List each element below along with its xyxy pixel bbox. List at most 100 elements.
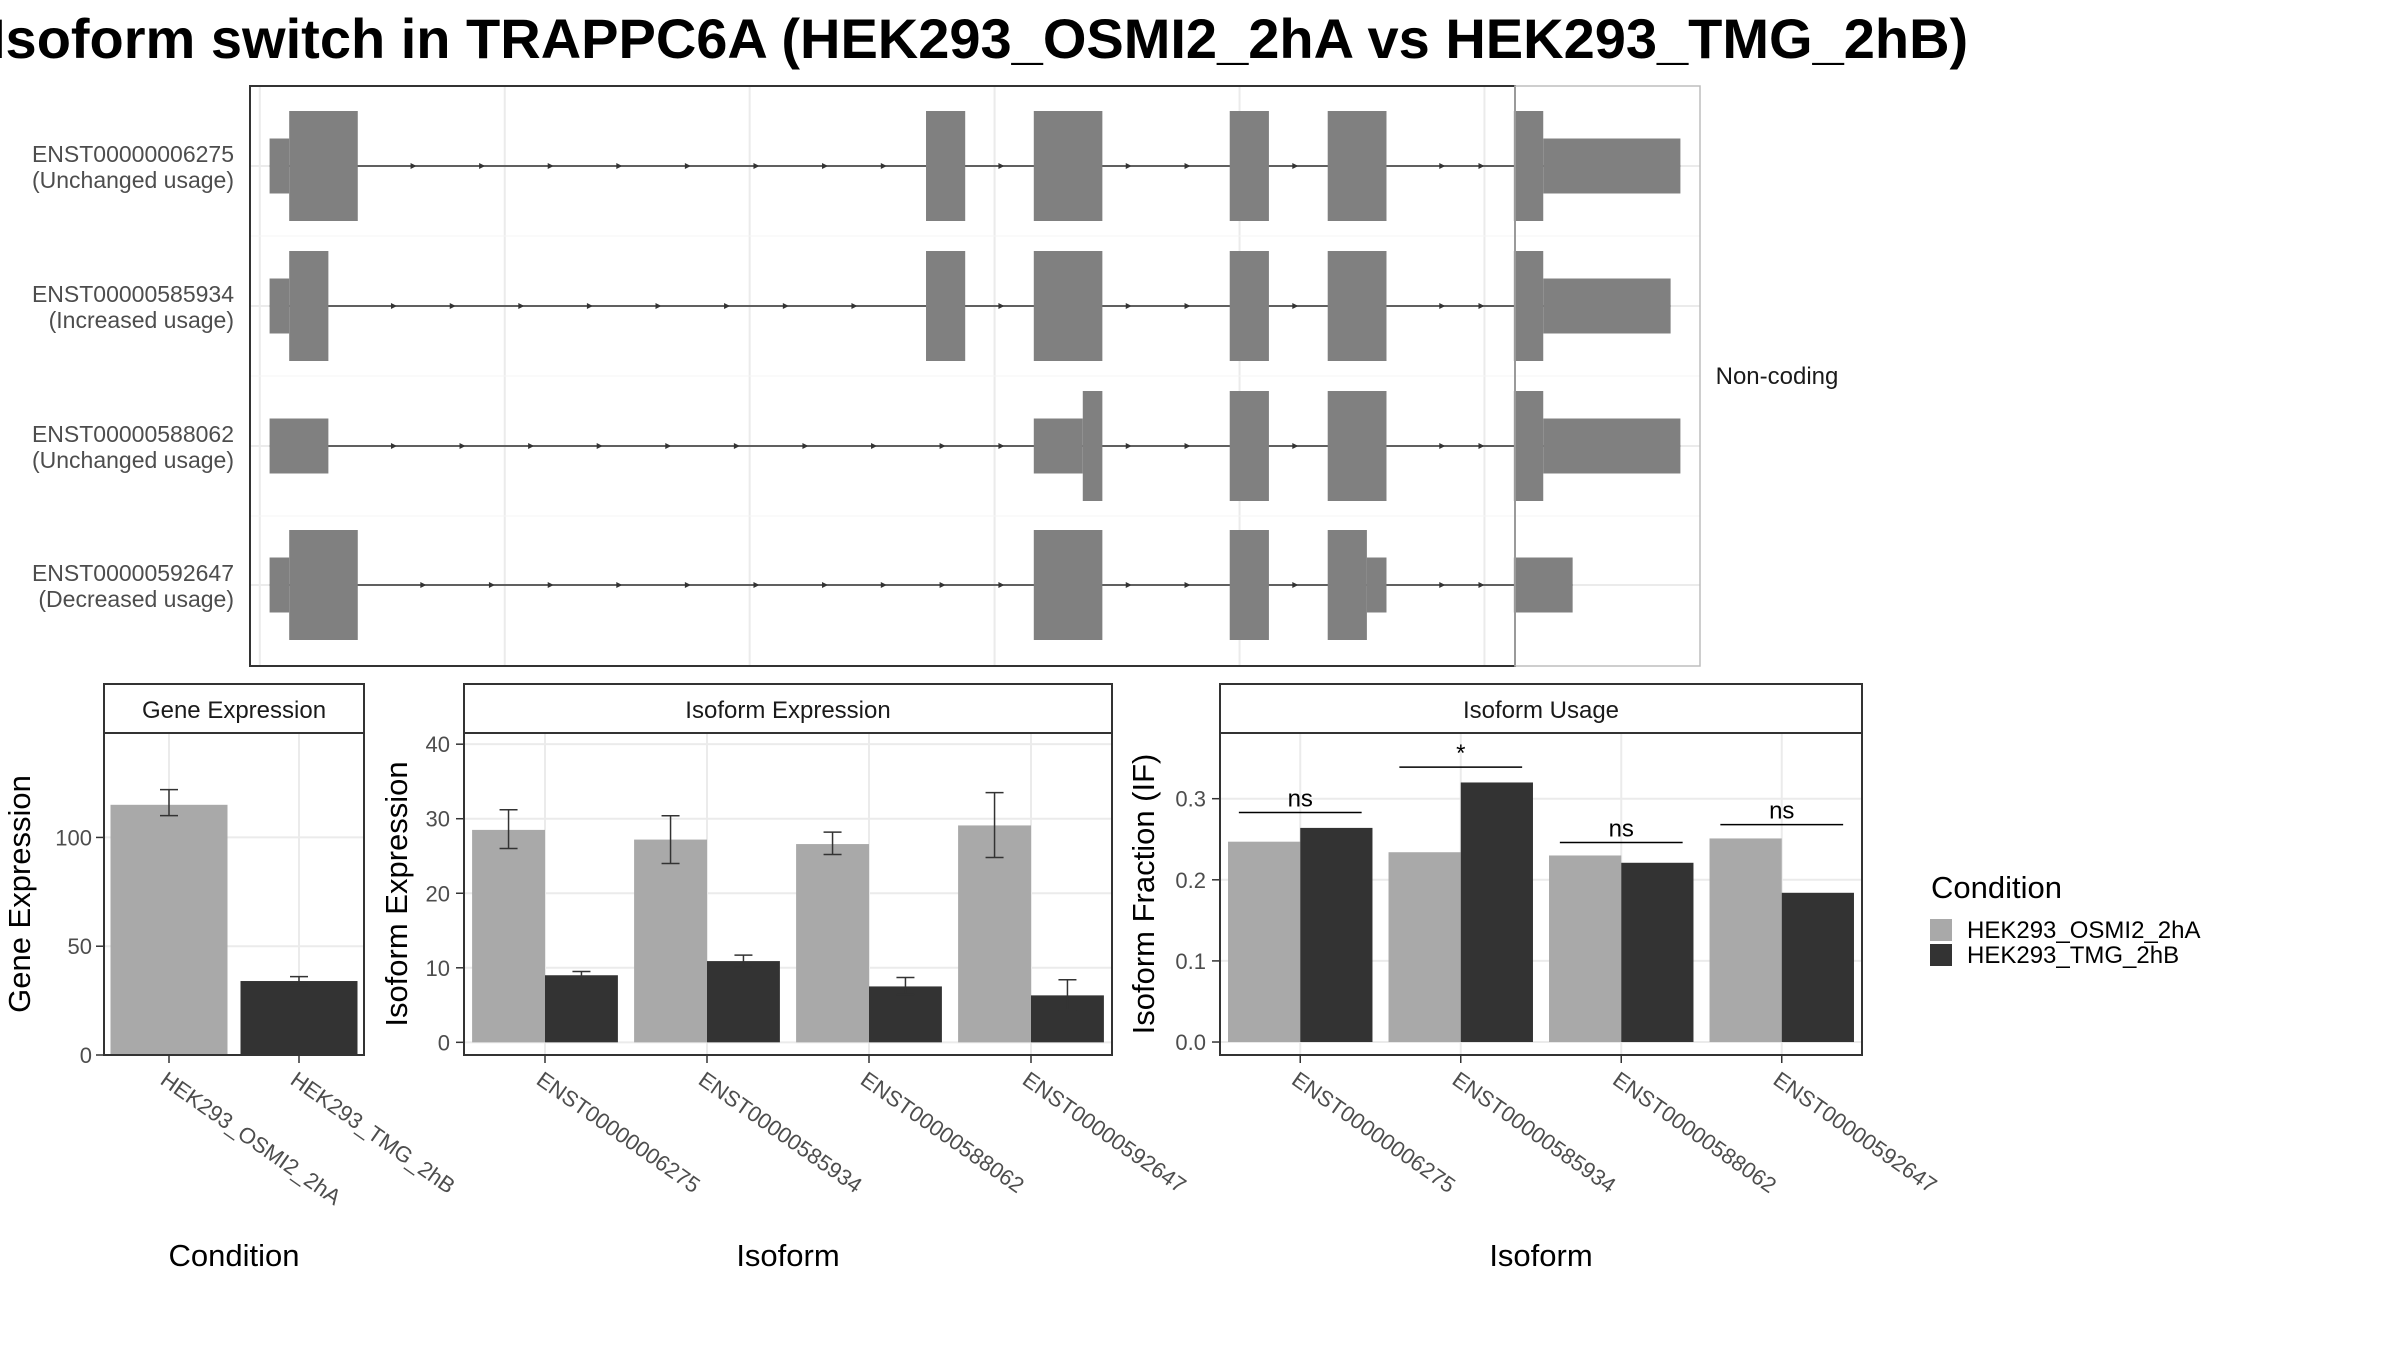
exon-block	[269, 138, 290, 194]
intron-arrow	[939, 582, 946, 588]
exon-block	[1513, 557, 1573, 613]
exon-block	[289, 111, 358, 221]
intron-arrow	[459, 443, 466, 449]
x-axis-title: Isoform	[736, 1238, 839, 1273]
bar	[240, 981, 358, 1055]
intron-arrow	[1292, 582, 1299, 588]
y-tick-label: 30	[426, 807, 450, 832]
isoform-usage-panel: 0.0 0.1 0.2 0.3 ENST00000006275ENST000005859…	[1126, 683, 1942, 1273]
intron-arrow	[449, 303, 456, 309]
intron-arrow	[684, 163, 691, 169]
isoform-expression-panel: 010203040ENST00000006275ENST00000585934E…	[379, 683, 1191, 1273]
gene-expression-panel: 050100HEK293_OSMI2_2hAHEK293_TMG_2hBGene…	[2, 683, 460, 1273]
intron-arrow	[1478, 303, 1485, 309]
significance-label: ns	[1288, 785, 1313, 812]
intron-arrow	[753, 163, 760, 169]
transcript-usage-label: (Increased usage)	[49, 307, 234, 333]
intron-arrow	[1125, 582, 1132, 588]
condition-legend: Condition HEK293_OSMI2_2hA HEK293_TMG_2h…	[1930, 870, 2200, 969]
intron-arrow	[998, 443, 1005, 449]
facet-strip	[1219, 683, 1863, 734]
intron-arrow	[1439, 163, 1446, 169]
bar	[869, 986, 942, 1043]
facet-label-noncoding: Non-coding	[1716, 363, 1839, 390]
bar	[1621, 862, 1694, 1043]
transcript-usage-label: (Unchanged usage)	[32, 447, 234, 473]
exon-block	[1513, 251, 1544, 361]
y-tick-label: 0.3	[1175, 787, 1206, 812]
bar	[545, 975, 618, 1043]
exon-block	[289, 251, 329, 361]
panel-title: Isoform Usage	[1463, 697, 1619, 724]
transcript-id-label: ENST00000592647	[32, 560, 234, 586]
intron-arrow	[1125, 303, 1132, 309]
y-tick-label: 20	[426, 881, 450, 906]
transcript-id-label: ENST00000588062	[32, 421, 234, 447]
intron-arrow	[782, 303, 789, 309]
exon-block	[1229, 530, 1269, 640]
bar	[796, 844, 869, 1043]
intron-arrow	[410, 163, 417, 169]
transcript-id-label: ENST00000006275	[32, 141, 234, 167]
facet-strip	[463, 683, 1113, 734]
bar	[1388, 852, 1461, 1043]
x-tick-label: ENST00000585934	[1448, 1067, 1621, 1198]
significance-label: *	[1456, 740, 1465, 767]
x-tick-label: ENST00000592647	[1769, 1067, 1942, 1198]
intron-arrow	[1184, 303, 1191, 309]
exon-block	[1327, 391, 1387, 501]
y-tick-label: 40	[426, 732, 450, 757]
intron-arrow	[880, 163, 887, 169]
exon-block	[1033, 111, 1103, 221]
intron-arrow	[939, 443, 946, 449]
y-tick-label: 0.1	[1175, 949, 1206, 974]
intron-arrow	[822, 163, 829, 169]
figure-title: Isoform switch in TRAPPC6A (HEK293_OSMI2…	[0, 7, 1968, 70]
intron-arrow	[1292, 163, 1299, 169]
x-tick-label: ENST00000588062	[856, 1067, 1029, 1198]
intron-arrow	[1478, 163, 1485, 169]
intron-arrow	[1478, 443, 1485, 449]
intron-arrow	[1292, 443, 1299, 449]
x-tick-label: ENST00000006275	[1287, 1067, 1460, 1198]
bar	[1460, 782, 1533, 1043]
intron-arrow	[1439, 582, 1446, 588]
intron-arrow	[390, 443, 397, 449]
exon-block	[1229, 111, 1269, 221]
y-axis-title: Isoform Expression	[379, 761, 414, 1026]
exon-block	[289, 530, 358, 640]
transcript-structure-panel: ENST00000006275(Unchanged usage)ENST0000…	[32, 85, 1839, 667]
legend-title: Condition	[1931, 870, 2062, 905]
transcript-facet-strip	[1514, 85, 1701, 667]
intron-arrow	[1292, 303, 1299, 309]
bar	[1549, 855, 1622, 1043]
intron-arrow	[724, 303, 731, 309]
intron-arrow	[420, 582, 427, 588]
y-axis-title: Isoform Fraction (IF)	[1126, 754, 1161, 1035]
y-tick-label: 0	[438, 1030, 450, 1055]
exon-block	[1033, 418, 1083, 474]
exon-block	[1543, 138, 1681, 194]
significance-label: ns	[1769, 798, 1794, 825]
intron-arrow	[684, 582, 691, 588]
exon-block	[1327, 530, 1367, 640]
intron-arrow	[616, 163, 623, 169]
intron-arrow	[390, 303, 397, 309]
bar	[634, 839, 707, 1043]
intron-arrow	[1125, 163, 1132, 169]
exon-block	[1229, 251, 1269, 361]
bar	[1709, 838, 1782, 1043]
transcript-usage-label: (Decreased usage)	[38, 586, 234, 612]
intron-arrow	[851, 303, 858, 309]
panel-title: Gene Expression	[142, 697, 326, 724]
intron-arrow	[998, 582, 1005, 588]
intron-arrow	[596, 443, 603, 449]
legend-swatch-tmg	[1930, 944, 1952, 966]
bar	[1781, 892, 1854, 1043]
bar	[1228, 841, 1301, 1043]
exon-block	[1543, 278, 1671, 334]
exon-block	[269, 278, 290, 334]
intron-arrow	[616, 582, 623, 588]
facet-strip	[103, 683, 365, 734]
y-tick-label: 0.0	[1175, 1030, 1206, 1055]
